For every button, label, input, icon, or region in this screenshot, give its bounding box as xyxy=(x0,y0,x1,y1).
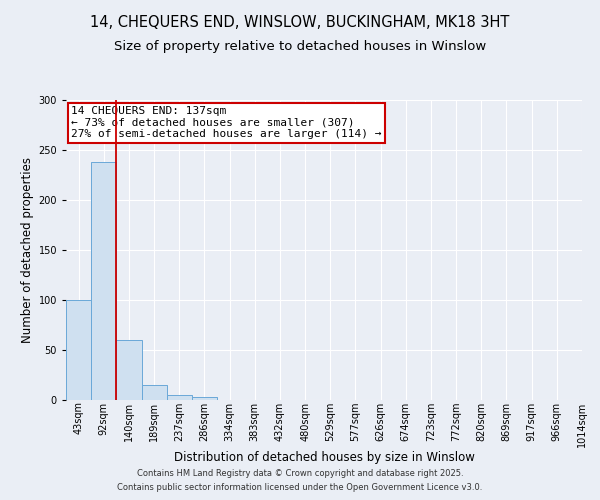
Bar xyxy=(167,395,192,400)
Bar xyxy=(116,340,142,400)
Text: 14, CHEQUERS END, WINSLOW, BUCKINGHAM, MK18 3HT: 14, CHEQUERS END, WINSLOW, BUCKINGHAM, M… xyxy=(91,15,509,30)
Bar xyxy=(66,300,91,400)
Y-axis label: Number of detached properties: Number of detached properties xyxy=(21,157,34,343)
Text: Contains public sector information licensed under the Open Government Licence v3: Contains public sector information licen… xyxy=(118,484,482,492)
X-axis label: Distribution of detached houses by size in Winslow: Distribution of detached houses by size … xyxy=(173,451,475,464)
Bar xyxy=(91,162,116,400)
Text: Contains HM Land Registry data © Crown copyright and database right 2025.: Contains HM Land Registry data © Crown c… xyxy=(137,468,463,477)
Text: Size of property relative to detached houses in Winslow: Size of property relative to detached ho… xyxy=(114,40,486,53)
Bar xyxy=(192,397,217,400)
Bar xyxy=(142,385,167,400)
Text: 14 CHEQUERS END: 137sqm
← 73% of detached houses are smaller (307)
27% of semi-d: 14 CHEQUERS END: 137sqm ← 73% of detache… xyxy=(71,106,382,139)
